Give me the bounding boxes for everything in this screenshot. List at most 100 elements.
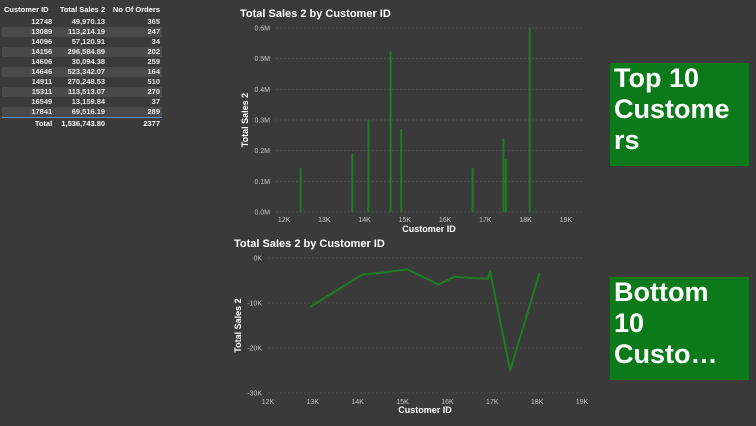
orders-cell: 270 — [107, 87, 162, 97]
bar — [504, 159, 507, 212]
y-tick-label: 0.3M — [254, 118, 270, 125]
bar — [502, 139, 505, 212]
table-row[interactable]: 15311 113,513.07 270 — [2, 87, 162, 97]
data-point — [383, 271, 386, 274]
total-sales-cell: 523,342.07 — [54, 67, 108, 77]
column-header[interactable]: Customer ID — [2, 2, 55, 17]
total-sales-cell: 49,970.13 — [54, 16, 108, 27]
total-sales-cell: 270,248.53 — [54, 77, 108, 87]
customer-id-cell: 14156 — [2, 47, 55, 57]
orders-cell: 37 — [107, 97, 162, 107]
table-row[interactable]: 13089 113,214.19 247 — [2, 27, 162, 37]
customer-table-panel: Customer ID Total Sales 2 No Of Orders 1… — [2, 2, 162, 129]
total-sales-cell: 69,516.19 — [54, 107, 108, 118]
orders-cell: 510 — [107, 77, 162, 87]
y-tick-label: 0.0M — [254, 210, 270, 217]
x-tick-label: 13K — [307, 399, 320, 406]
y-axis-title: Total Sales 2 — [233, 298, 243, 352]
data-point — [309, 305, 312, 308]
y-tick-label: -30K — [247, 391, 262, 398]
orders-cell: 289 — [107, 107, 162, 118]
x-tick-label: 18K — [531, 399, 544, 406]
total-orders: 2377 — [107, 117, 162, 129]
x-tick-label: 17K — [486, 399, 499, 406]
customer-table: Customer ID Total Sales 2 No Of Orders 1… — [2, 2, 162, 129]
table-row[interactable]: 14606 30,094.38 259 — [2, 57, 162, 67]
label-line: Top 10 — [614, 63, 700, 93]
label-line: Bottom — [614, 277, 709, 307]
orders-cell: 247 — [107, 27, 162, 37]
table-row[interactable]: 16549 13,159.84 37 — [2, 97, 162, 107]
data-point — [437, 283, 440, 286]
y-tick-label: 0.6M — [254, 26, 270, 33]
customer-id-cell: 15311 — [2, 87, 55, 97]
column-header[interactable]: No Of Orders — [107, 2, 162, 17]
x-tick-label: 16K — [441, 399, 454, 406]
table-row[interactable]: 17841 69,516.19 289 — [2, 107, 162, 118]
y-tick-label: -20K — [247, 346, 262, 353]
label-line: rs — [614, 125, 640, 155]
total-sales-cell: 113,513.07 — [54, 87, 108, 97]
bar — [528, 28, 531, 213]
data-point — [489, 270, 491, 273]
chart-title: Total Sales 2 by Customer ID — [240, 8, 391, 20]
orders-cell: 259 — [107, 57, 162, 67]
y-axis-title: Total Sales 2 — [240, 93, 250, 147]
x-tick-label: 18K — [519, 217, 532, 224]
data-point — [361, 273, 364, 276]
x-tick-label: 14K — [351, 399, 364, 406]
x-tick-label: 19K — [560, 217, 573, 224]
total-sales-cell: 30,094.38 — [54, 57, 108, 67]
customer-id-cell: 14646 — [2, 67, 55, 77]
customer-id-cell: 14606 — [2, 57, 55, 67]
x-tick-label: 14K — [358, 217, 371, 224]
total-sales-cell: 13,159.84 — [54, 97, 108, 107]
customer-id-cell: 16549 — [2, 97, 55, 107]
x-tick-label: 12K — [262, 399, 275, 406]
table-row[interactable]: 14911 270,248.53 510 — [2, 77, 162, 87]
customer-id-cell: 13089 — [2, 27, 55, 37]
y-tick-label: 0.2M — [254, 148, 270, 155]
total-sales-cell: 296,584.89 — [54, 47, 108, 57]
table-header-row: Customer ID Total Sales 2 No Of Orders — [2, 2, 162, 17]
customer-id-cell: 14911 — [2, 77, 55, 87]
chart-title: Total Sales 2 by Customer ID — [234, 238, 385, 250]
table-row[interactable]: 14646 523,342.07 164 — [2, 67, 162, 77]
column-header[interactable]: Total Sales 2 — [54, 2, 108, 17]
label-line: Custome — [614, 94, 730, 124]
x-axis-title: Customer ID — [398, 405, 452, 415]
orders-cell: 34 — [107, 37, 162, 47]
table-row[interactable]: 14096 57,120.91 34 — [2, 37, 162, 47]
y-tick-label: -10K — [247, 301, 262, 308]
data-point — [453, 276, 455, 278]
total-sales-cell: 113,214.19 — [54, 27, 108, 37]
total-sales: 1,536,743.80 — [54, 117, 108, 129]
y-tick-label: 0.1M — [254, 179, 270, 186]
table-total-row: Total 1,536,743.80 2377 — [2, 117, 162, 129]
table-row[interactable]: 12748 49,970.13 365 — [2, 16, 162, 27]
y-tick-label: 0K — [253, 256, 262, 263]
x-tick-label: 15K — [396, 399, 409, 406]
customer-id-cell: 12748 — [2, 16, 55, 27]
y-tick-label: 0.5M — [254, 56, 270, 63]
bar — [299, 168, 302, 212]
data-point — [509, 369, 512, 372]
customer-id-cell: 14096 — [2, 37, 55, 47]
x-tick-label: 12K — [278, 217, 291, 224]
bar — [389, 51, 392, 212]
bar — [471, 167, 474, 212]
orders-cell: 202 — [107, 47, 162, 57]
label-line: 10 — [614, 308, 645, 338]
customer-id-cell: 17841 — [2, 107, 55, 118]
x-tick-label: 16K — [439, 217, 452, 224]
table-row[interactable]: 14156 296,584.89 202 — [2, 47, 162, 57]
x-tick-label: 19K — [576, 399, 589, 406]
y-tick-label: 0.4M — [254, 87, 270, 94]
orders-cell: 365 — [107, 16, 162, 27]
top-10-customers-label: Top 10 Custome rs — [610, 63, 749, 166]
total-label: Total — [2, 117, 55, 129]
data-point — [406, 268, 408, 271]
data-point — [487, 277, 489, 280]
x-tick-label: 17K — [479, 217, 492, 224]
